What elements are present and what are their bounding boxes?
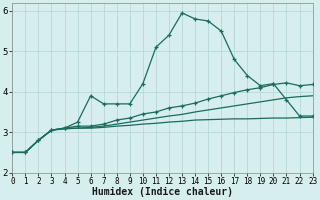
X-axis label: Humidex (Indice chaleur): Humidex (Indice chaleur) — [92, 187, 233, 197]
